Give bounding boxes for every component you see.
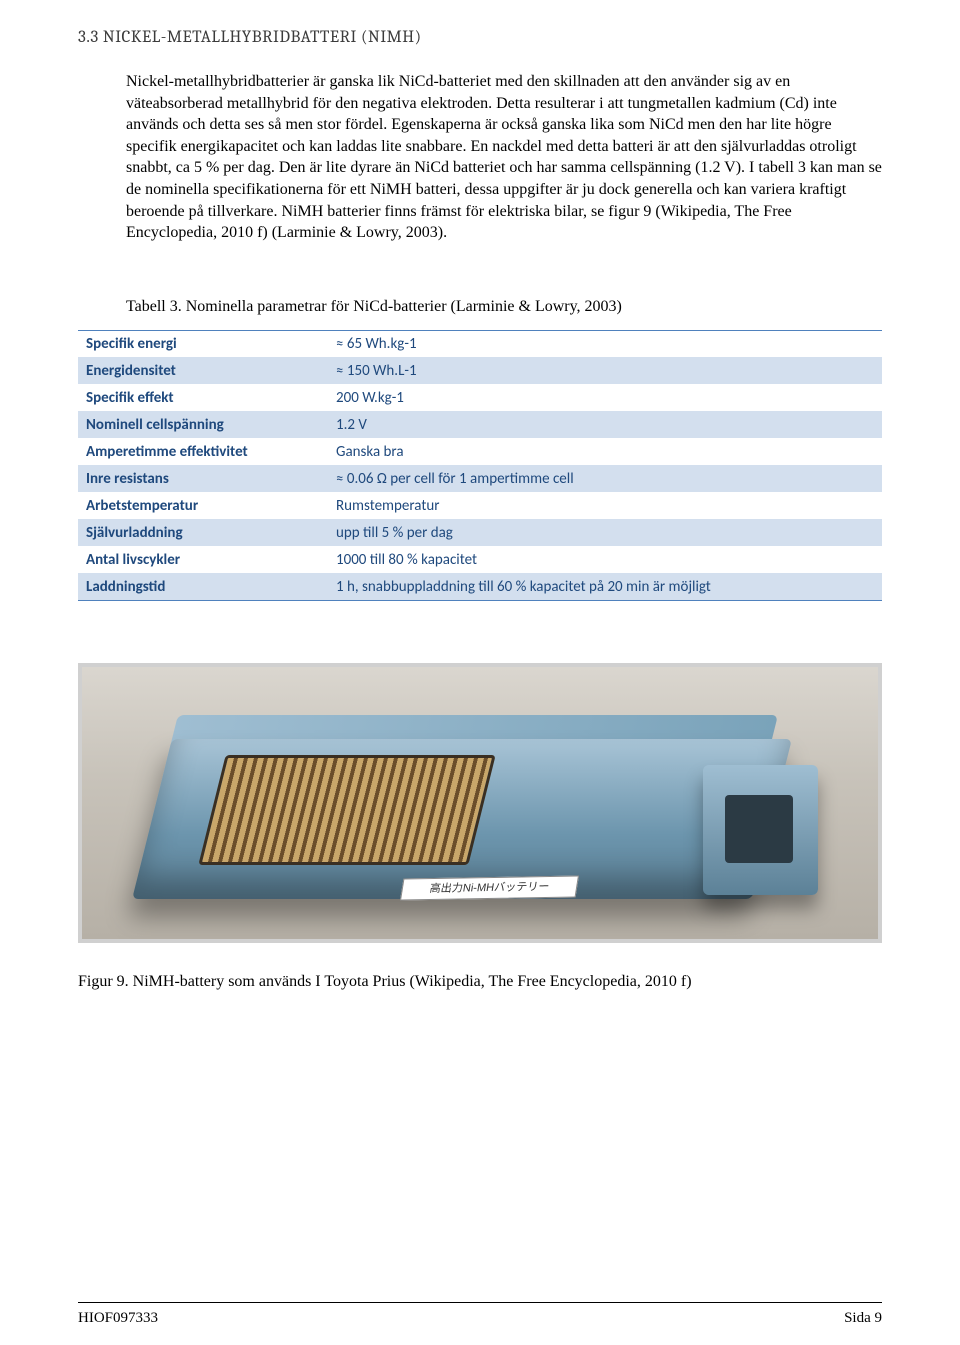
parameters-table: Specifik energi≈ 65 Wh.kg-1 Energidensit… bbox=[78, 330, 882, 601]
param-value: 1.2 V bbox=[328, 411, 882, 438]
param-name: Laddningstid bbox=[78, 573, 328, 600]
table-row: Antal livscykler1000 till 80 % kapacitet bbox=[78, 546, 882, 573]
param-name: Antal livscykler bbox=[78, 546, 328, 573]
param-value: ≈ 65 Wh.kg-1 bbox=[328, 330, 882, 357]
battery-cell-cutaway bbox=[198, 755, 495, 865]
footer-left: HIOF097333 bbox=[78, 1310, 158, 1327]
figure-caption: Figur 9. NiMH-battery som används I Toyo… bbox=[78, 973, 882, 991]
param-value: 1000 till 80 % kapacitet bbox=[328, 546, 882, 573]
table-row: Amperetimme effektivitetGanska bra bbox=[78, 438, 882, 465]
table-row: ArbetstemperaturRumstemperatur bbox=[78, 492, 882, 519]
param-value: 200 W.kg-1 bbox=[328, 384, 882, 411]
param-name: Nominell cellspänning bbox=[78, 411, 328, 438]
table-row: Laddningstid1 h, snabbuppladdning till 6… bbox=[78, 573, 882, 600]
footer-right: Sida 9 bbox=[844, 1310, 882, 1327]
param-value: Ganska bra bbox=[328, 438, 882, 465]
param-value: upp till 5 % per dag bbox=[328, 519, 882, 546]
footer-rule bbox=[78, 1302, 882, 1303]
param-name: Specifik effekt bbox=[78, 384, 328, 411]
param-value: ≈ 150 Wh.L-1 bbox=[328, 357, 882, 384]
param-name: Självurladdning bbox=[78, 519, 328, 546]
battery-sticker-label: 高出力Ni-MHバッテリー bbox=[400, 875, 579, 900]
table-caption: Tabell 3. Nominella parametrar för NiCd-… bbox=[126, 298, 882, 316]
body-paragraph: Nickel-metallhybridbatterier är ganska l… bbox=[126, 71, 882, 244]
table-row: Specifik effekt200 W.kg-1 bbox=[78, 384, 882, 411]
battery-end-cap bbox=[703, 765, 818, 895]
param-name: Specifik energi bbox=[78, 330, 328, 357]
table-row: Energidensitet≈ 150 Wh.L-1 bbox=[78, 357, 882, 384]
table-row: Självurladdningupp till 5 % per dag bbox=[78, 519, 882, 546]
table-row: Nominell cellspänning1.2 V bbox=[78, 411, 882, 438]
param-name: Inre resistans bbox=[78, 465, 328, 492]
param-name: Arbetstemperatur bbox=[78, 492, 328, 519]
param-name: Amperetimme effektivitet bbox=[78, 438, 328, 465]
section-heading: 3.3 NICKEL-METALLHYBRIDBATTERI (NIMH) bbox=[78, 28, 882, 47]
page-footer: HIOF097333 Sida 9 bbox=[78, 1310, 882, 1327]
param-value: Rumstemperatur bbox=[328, 492, 882, 519]
param-name: Energidensitet bbox=[78, 357, 328, 384]
param-value: ≈ 0.06 Ω per cell för 1 ampertimme cell bbox=[328, 465, 882, 492]
table-row: Specifik energi≈ 65 Wh.kg-1 bbox=[78, 330, 882, 357]
table-row: Inre resistans≈ 0.06 Ω per cell för 1 am… bbox=[78, 465, 882, 492]
param-value: 1 h, snabbuppladdning till 60 % kapacite… bbox=[328, 573, 882, 600]
figure-9-image: 高出力Ni-MHバッテリー bbox=[78, 663, 882, 943]
